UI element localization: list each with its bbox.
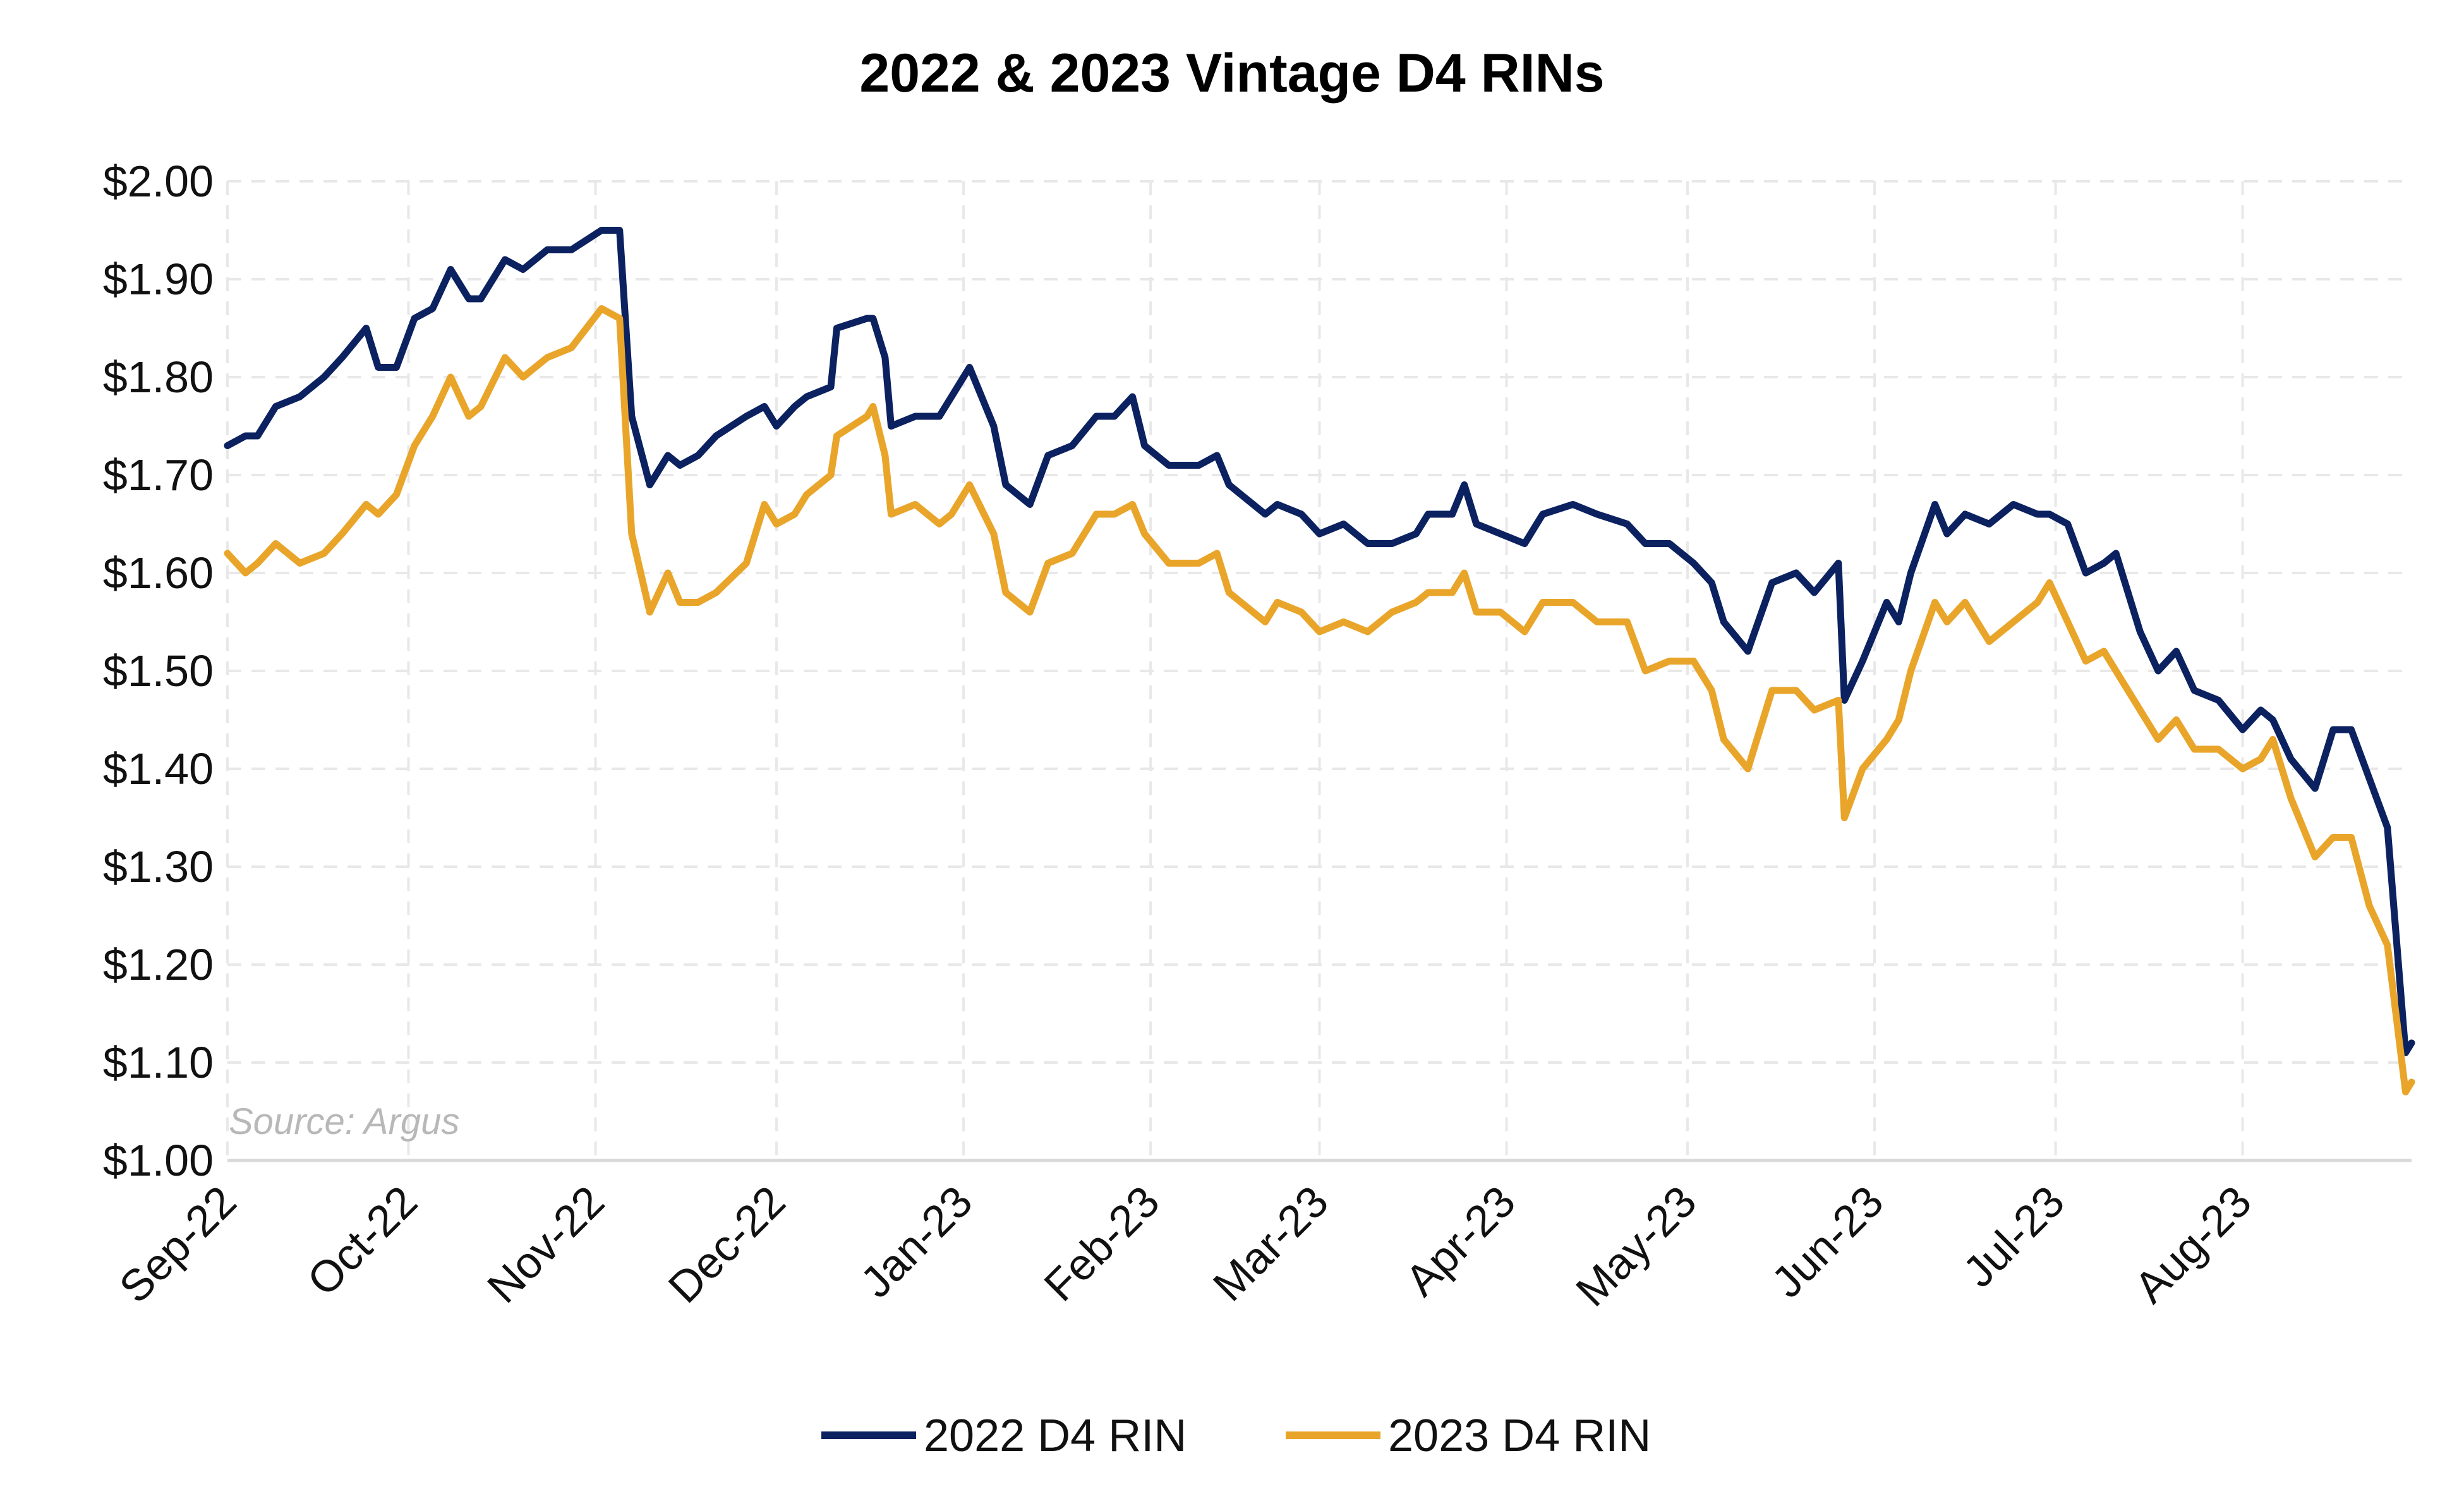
x-tick-label: Jul-23 xyxy=(1954,1176,2074,1296)
x-tick-label: Aug-23 xyxy=(2125,1176,2261,1312)
x-tick-label: May-23 xyxy=(1566,1176,1705,1315)
y-tick-label: $1.20 xyxy=(103,940,214,989)
legend: 2022 D4 RIN 2023 D4 RIN xyxy=(821,1411,1651,1461)
y-tick-label: $1.30 xyxy=(103,842,214,891)
x-tick-label: Jun-23 xyxy=(1762,1176,1893,1307)
source-note: Source: Argus xyxy=(229,1101,459,1142)
y-tick-label: $1.00 xyxy=(103,1136,214,1185)
x-tick-label: Apr-23 xyxy=(1396,1176,1525,1305)
y-axis: $1.00 $1.10 $1.20 $1.30 $1.40 $1.50 $1.60 $1.70… xyxy=(103,157,214,1185)
x-tick-label: Jan-23 xyxy=(851,1176,982,1307)
series-line-2022-d4-rin xyxy=(224,227,2415,1056)
legend-label-2022: 2022 D4 RIN xyxy=(924,1411,1187,1461)
x-axis: Sep-22 Oct-22 Nov-22 Dec-22 Jan-23 Feb-23 Mar-… xyxy=(110,1176,2261,1315)
x-tick-label: Nov-22 xyxy=(478,1176,613,1312)
y-tick-label: $1.90 xyxy=(103,255,214,304)
y-tick-label: $1.40 xyxy=(103,744,214,793)
x-tick-label: Oct-22 xyxy=(298,1176,426,1305)
y-tick-label: $1.70 xyxy=(103,450,214,500)
y-tick-label: $1.50 xyxy=(103,646,214,696)
legend-label-2023: 2023 D4 RIN xyxy=(1388,1411,1651,1461)
y-tick-label: $1.60 xyxy=(103,548,214,598)
x-tick-label: Feb-23 xyxy=(1035,1176,1169,1310)
grid xyxy=(226,180,2412,1160)
x-tick-label: Sep-22 xyxy=(110,1176,246,1312)
chart-title: 2022 & 2023 Vintage D4 RINs xyxy=(859,43,1604,104)
x-tick-label: Mar-23 xyxy=(1204,1176,1338,1310)
series-lines xyxy=(224,227,2415,1095)
x-tick-label: Dec-22 xyxy=(659,1176,795,1312)
series-line-2023-d4-rin xyxy=(224,305,2415,1095)
y-tick-label: $2.00 xyxy=(103,157,214,206)
y-tick-label: $1.10 xyxy=(103,1038,214,1087)
y-tick-label: $1.80 xyxy=(103,352,214,402)
